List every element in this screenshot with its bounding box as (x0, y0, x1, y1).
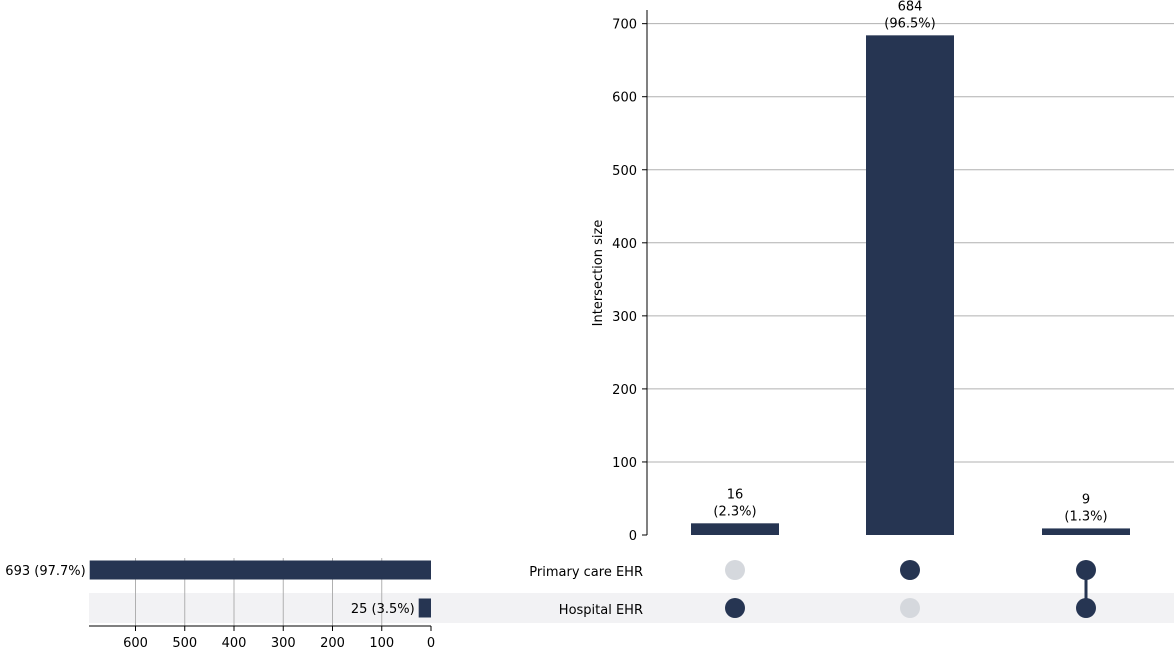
membership-dot-inactive (725, 560, 745, 580)
y-tick-label: 400 (612, 237, 637, 252)
set-size-bar-label: 693 (97.7%) (5, 564, 85, 579)
intersection-y-ticks: 0 100 200 300 400 500 600 700 (612, 18, 647, 544)
intersection-bar-count: 684 (898, 0, 923, 14)
y-tick-label: 700 (612, 18, 637, 33)
intersection-bar-percent: (1.3%) (1064, 509, 1107, 524)
y-tick-label: 200 (612, 383, 637, 398)
y-tick-label: 600 (612, 91, 637, 106)
intersection-bars (691, 35, 1130, 535)
x-tick-label: 500 (172, 636, 197, 650)
intersection-bar-labels: 16 (2.3%) 684 (96.5%) 9 (1.3%) (713, 0, 1107, 524)
set-size-bar-label: 25 (3.5%) (351, 602, 415, 617)
intersection-bar (866, 35, 954, 535)
membership-dot-active (900, 560, 920, 580)
x-tick-label: 0 (427, 636, 435, 650)
set-name-hospital: Hospital EHR (559, 603, 643, 618)
set-size-x-ticks: 600 500 400 300 200 100 0 (123, 626, 435, 650)
intersection-bar-percent: (96.5%) (884, 16, 935, 31)
membership-dot-inactive (900, 598, 920, 618)
membership-dot-active (725, 598, 745, 618)
intersection-y-axis-label: Intersection size (591, 220, 606, 327)
intersection-bar (1042, 528, 1130, 535)
membership-matrix (725, 560, 1096, 618)
x-tick-label: 100 (369, 636, 394, 650)
set-name-primary-care: Primary care EHR (529, 565, 643, 580)
membership-dot-active (1076, 598, 1096, 618)
set-size-bars (89, 560, 431, 618)
intersection-bar-count: 16 (727, 487, 744, 502)
intersection-bar (691, 523, 779, 535)
set-size-bar (89, 560, 431, 580)
x-tick-label: 400 (222, 636, 247, 650)
x-tick-label: 300 (271, 636, 296, 650)
row-stripe-hospital (89, 593, 1174, 623)
set-names: Primary care EHR Hospital EHR (529, 565, 643, 618)
intersection-bar-percent: (2.3%) (713, 504, 756, 519)
y-tick-label: 100 (612, 456, 637, 471)
x-tick-label: 600 (123, 636, 148, 650)
y-tick-label: 500 (612, 164, 637, 179)
y-tick-label: 300 (612, 310, 637, 325)
membership-dot-active (1076, 560, 1096, 580)
x-tick-label: 200 (320, 636, 345, 650)
y-tick-label: 0 (629, 529, 637, 544)
set-size-bar-labels: 693 (97.7%) 25 (3.5%) (5, 564, 414, 617)
set-size-bar (418, 598, 431, 618)
intersection-bar-count: 9 (1082, 492, 1090, 507)
